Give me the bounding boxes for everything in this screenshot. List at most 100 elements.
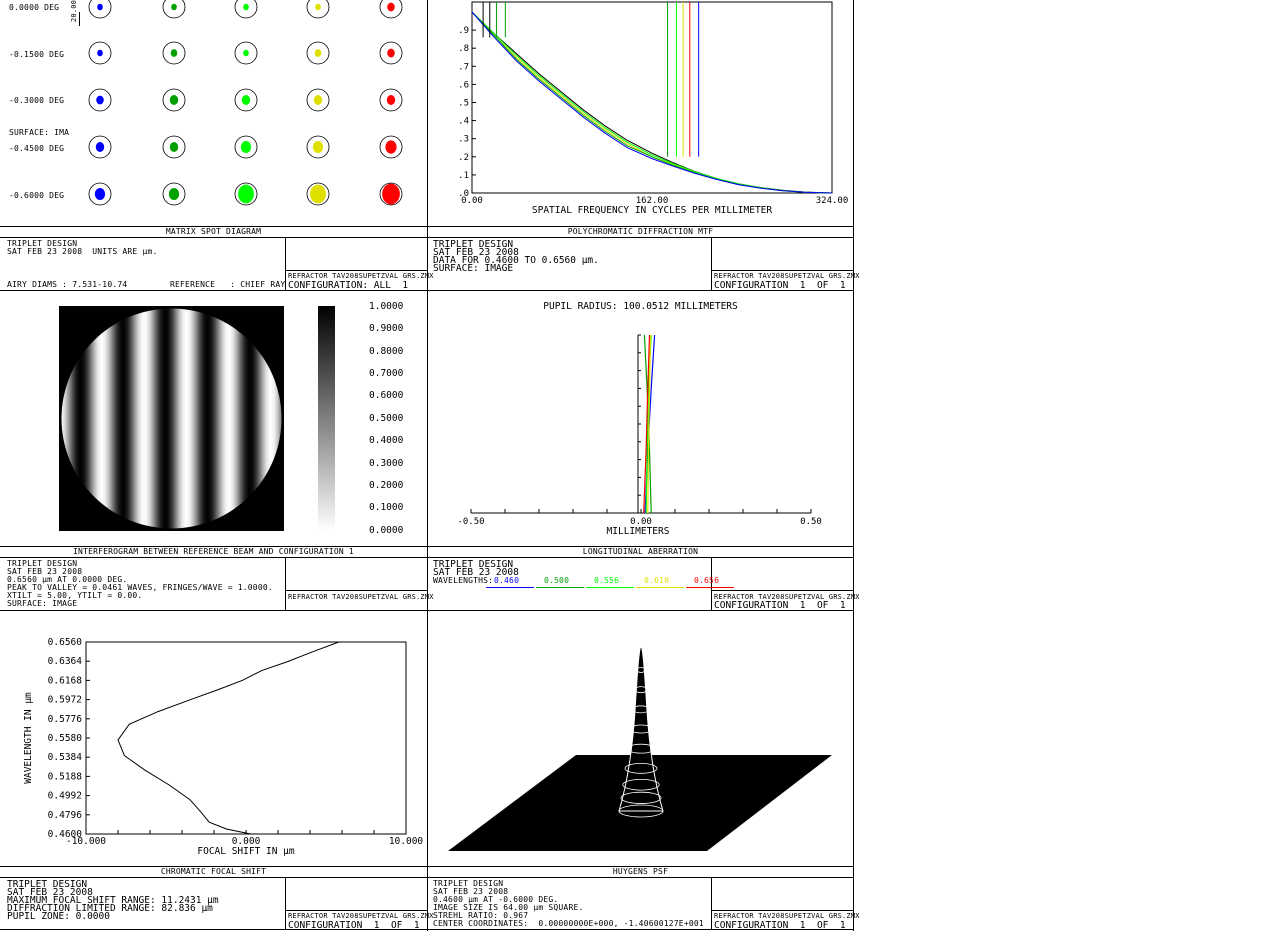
interferogram-plot	[59, 306, 335, 531]
psf-info-line: STREHL RATIO: 0.967	[433, 911, 529, 920]
interf-scale-label: 0.5000	[369, 413, 404, 424]
long-title: LONGITUDINAL ABERRATION	[582, 547, 699, 556]
interf-scale-label: 0.8000	[369, 346, 404, 357]
spot-blob	[171, 3, 177, 11]
airy-disk-circle	[306, 135, 330, 159]
airy-disk-circle	[162, 0, 186, 19]
airy-disk-circle	[306, 88, 330, 112]
spot-blob	[97, 49, 103, 57]
chrom-y-axis-label: WAVELENGTH IN µm	[23, 692, 34, 784]
mtf-frame	[471, 1, 833, 194]
spot-field-label: -0.1500 DEG	[9, 50, 65, 59]
airy-disk-circle	[88, 182, 112, 206]
chrom-y-tick-label: 0.4600	[48, 829, 83, 840]
chrom-y-tick-label: 0.6560	[48, 637, 83, 648]
spot-blob	[313, 95, 323, 105]
long-pupil-radius: PUPIL RADIUS: 100.0512 MILLIMETERS	[543, 301, 738, 312]
spot-blob	[170, 49, 178, 57]
interf-info-line: PEAK TO VALLEY = 0.0461 WAVES, FRINGES/W…	[7, 583, 273, 592]
interf-info-line: XTILT = 5.00, YTILT = 0.00.	[7, 591, 143, 600]
mtf-x-tick-label: 324.00	[816, 196, 849, 206]
spot-field-label: 0.0000 DEG	[9, 3, 60, 12]
spot-blob	[169, 142, 179, 152]
airy-disk-circle	[88, 135, 112, 159]
airy-disk-circle	[379, 182, 403, 206]
chrom-y-tick-label: 0.5384	[48, 752, 83, 763]
interf-title: INTERFEROGRAM BETWEEN REFERENCE BEAM AND…	[73, 547, 354, 556]
airy-disk-circle	[306, 182, 330, 206]
long-info-sep	[711, 557, 712, 611]
spot-field-label: -0.6000 DEG	[9, 191, 65, 200]
spot-blob	[96, 95, 104, 105]
airy-disk-circle	[379, 135, 403, 159]
airy-disk-circle	[379, 88, 403, 112]
chrom-x-tick-label: 10.000	[389, 836, 424, 847]
interf-scale-label: 0.2000	[369, 480, 404, 491]
psf-contour	[618, 804, 664, 818]
chrom-frame	[85, 641, 407, 835]
long-wavelength-swatch	[536, 587, 584, 588]
mtf-x-tick-label: 162.00	[636, 196, 669, 206]
spot-file-name: REFRACTOR TAV208SUPETZVAL GRS.ZMX	[288, 272, 434, 280]
spot-blob	[240, 140, 252, 154]
psf-info-line: SAT FEB 23 2008	[433, 887, 509, 896]
longitudinal-plot: -0.50 0.00 0.50 MILLIMETERS	[457, 334, 822, 537]
interf-scale-label: 0.0000	[369, 525, 404, 536]
long-x-tick-label: -0.50	[457, 517, 484, 527]
long-info-line: TRIPLET DESIGN	[433, 559, 514, 570]
chrom-x-tick-label: -10.000	[66, 836, 106, 847]
spot-blob	[310, 184, 326, 204]
interf-info-sep-h	[285, 590, 427, 591]
airy-disk-circle	[162, 88, 186, 112]
mtf-info-sep	[711, 237, 712, 291]
long-wavelengths-label: WAVELENGTHS:	[433, 576, 494, 585]
spot-info-sep-h	[285, 270, 427, 271]
airy-disk-circle	[306, 0, 330, 19]
psf-contour	[632, 705, 650, 714]
chrom-focal-shift-curve	[117, 641, 339, 835]
spot-title: MATRIX SPOT DIAGRAM	[165, 227, 262, 236]
panel-divider-right	[853, 0, 854, 931]
airy-disk-circle	[234, 41, 258, 65]
long-x-tick-label: 0.00	[630, 517, 652, 527]
spot-blob	[97, 3, 103, 11]
psf-contour	[624, 762, 658, 774]
long-configuration: CONFIGURATION 1 OF 1	[714, 600, 846, 611]
psf-info-sep-h	[711, 910, 853, 911]
row2-bottom	[0, 610, 854, 611]
psf-contour	[634, 686, 648, 694]
chromatic-focal-shift-plot: 0.4600 0.4796 0.4992 0.5188 0.5384 0.5580 0.57…	[23, 637, 424, 857]
chrom-y-tick-label: 0.6364	[48, 656, 83, 667]
spot-blob	[387, 2, 395, 12]
psf-info-line: 0.4600 µm AT -0.6000 DEG.	[433, 895, 559, 904]
mtf-y-tick-label: .9	[458, 26, 469, 36]
airy-disk-circle	[306, 41, 330, 65]
spot-blob	[169, 95, 179, 105]
row2-title-bottom	[0, 557, 854, 558]
long-x-axis-label: MILLIMETERS	[607, 526, 670, 537]
row3-title-top	[0, 866, 854, 867]
interf-scale-label: 0.7000	[369, 368, 404, 379]
interf-info-line: 0.6560 µm AT 0.0000 DEG.	[7, 575, 128, 584]
interf-scale-label: 0.3000	[369, 458, 404, 469]
psf-file-name: REFRACTOR TAV208SUPETZVAL GRS.ZMX	[714, 912, 860, 920]
long-wavelength-label: 0.460	[494, 576, 520, 585]
airy-disk-circle	[88, 41, 112, 65]
chrom-x-axis-label: FOCAL SHIFT IN µm	[197, 846, 295, 857]
psf-contour	[622, 778, 660, 791]
chrom-y-tick-label: 0.4992	[48, 791, 82, 802]
interf-scale-label: 0.6000	[369, 390, 404, 401]
psf-info-sep	[711, 877, 712, 930]
interf-file-name: REFRACTOR TAV208SUPETZVAL GRS.ZMX	[288, 593, 434, 601]
interf-info-line: SURFACE: IMAGE	[7, 599, 78, 608]
chrom-y-tick-label: 0.6168	[48, 675, 83, 686]
interf-gray-scale-bar	[318, 306, 335, 531]
spot-blob	[243, 3, 249, 11]
long-wavelength-swatch	[686, 587, 734, 588]
spot-diagram-plot	[88, 0, 403, 206]
spot-scale-label: 20.00	[70, 0, 78, 22]
mtf-info-sep-h	[711, 270, 853, 271]
long-wavelength-label: 0.656	[694, 576, 720, 585]
mtf-configuration: CONFIGURATION 1 OF 1	[714, 280, 846, 291]
spot-airy-diams: AIRY DIAMS : 7.531-10.74	[7, 280, 128, 289]
